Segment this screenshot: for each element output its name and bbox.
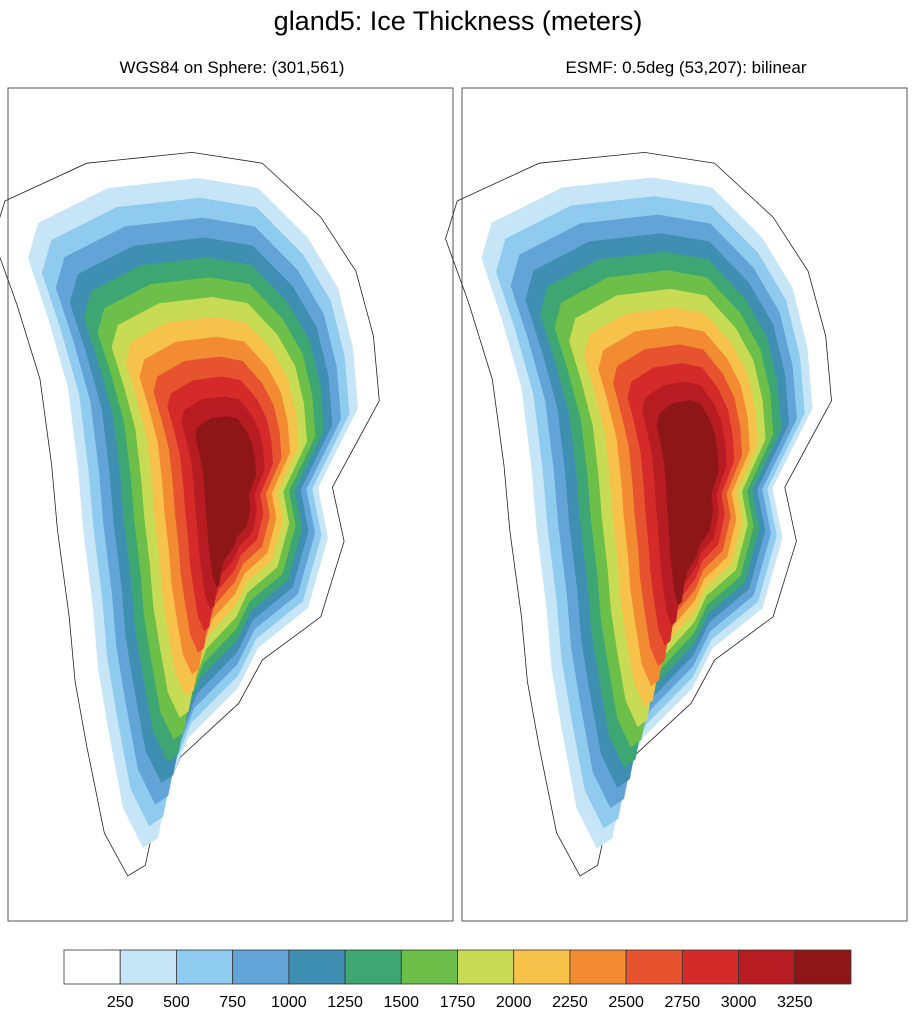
colorbar-box <box>513 949 571 985</box>
colorbar-label: 2750 <box>665 994 701 1011</box>
colorbar-box <box>288 949 346 985</box>
colorbar-label: 1250 <box>327 994 363 1011</box>
colorbar-label: 2250 <box>552 994 588 1011</box>
map-panel <box>445 87 908 922</box>
coastline <box>445 151 832 877</box>
colorbar-box <box>738 949 796 985</box>
colorbar-box <box>457 949 515 985</box>
colorbar-box <box>794 949 852 985</box>
panel-subtitle: ESMF: 0.5deg (53,207): bilinear <box>566 58 807 77</box>
colorbar-label: 500 <box>163 994 190 1011</box>
figure-title: gland5: Ice Thickness (meters) <box>274 6 643 36</box>
colorbar-label: 3000 <box>721 994 757 1011</box>
colorbar-box <box>176 949 234 985</box>
colorbar-box <box>625 949 683 985</box>
colorbar-box <box>400 949 458 985</box>
colorbar-box <box>63 949 121 985</box>
colorbar-box <box>119 949 177 985</box>
colorbar-label: 250 <box>107 994 134 1011</box>
colorbar-label: 3250 <box>777 994 813 1011</box>
colorbar-label: 2000 <box>496 994 532 1011</box>
colorbar-label: 1000 <box>271 994 307 1011</box>
coastline <box>0 151 380 877</box>
panel-subtitle: WGS84 on Sphere: (301,561) <box>120 58 345 77</box>
map-panel <box>0 87 454 922</box>
colorbar-box <box>344 949 402 985</box>
colorbar-label: 1750 <box>440 994 476 1011</box>
colorbar-box <box>232 949 290 985</box>
ice-contour <box>656 400 719 606</box>
ice-contour <box>195 416 256 588</box>
colorbar-box <box>681 949 739 985</box>
colorbar-label: 750 <box>219 994 246 1011</box>
colorbar-label: 1500 <box>383 994 419 1011</box>
colorbar-box <box>569 949 627 985</box>
colorbar-label: 2500 <box>608 994 644 1011</box>
